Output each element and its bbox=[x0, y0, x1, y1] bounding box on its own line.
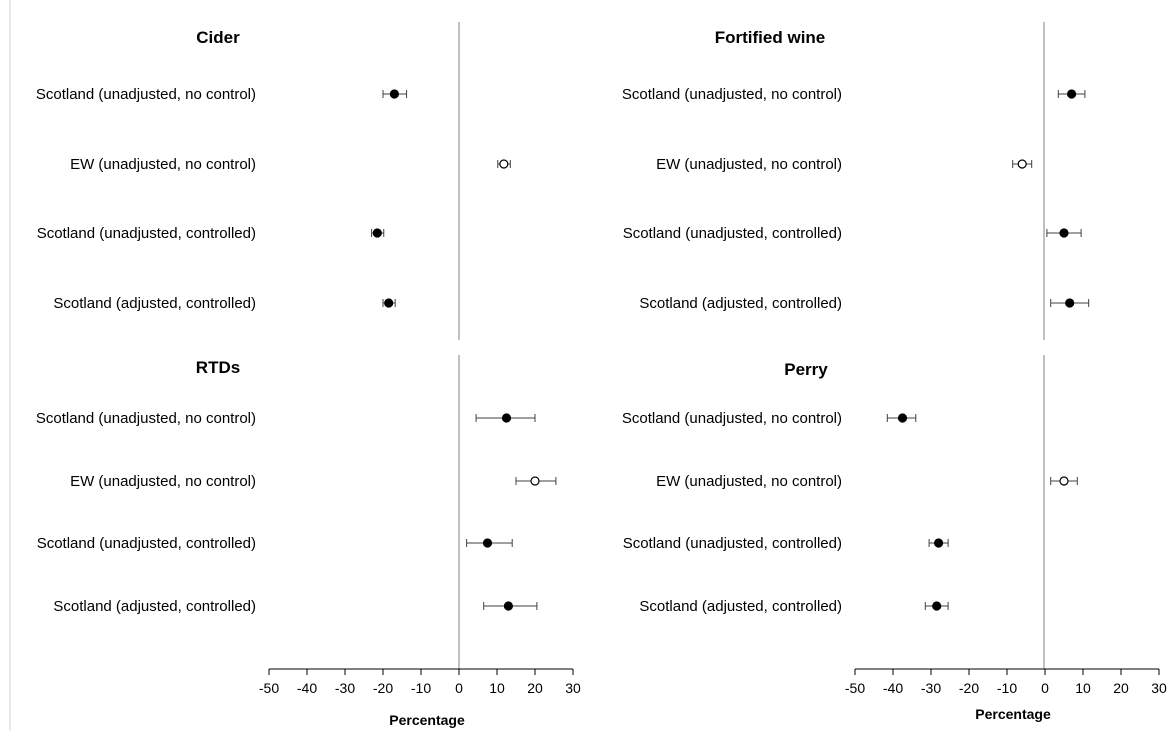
x-tick-label: -20 bbox=[373, 680, 393, 696]
x-tick-label: -50 bbox=[845, 680, 865, 696]
row-label: Scotland (unadjusted, controlled) bbox=[37, 225, 256, 242]
x-tick-label: -20 bbox=[959, 680, 979, 696]
point-estimate-marker bbox=[1066, 89, 1077, 99]
panel-title: Perry bbox=[784, 360, 828, 379]
panel-cider: Cider Scotland (unadjusted, no control) EW… bbox=[36, 22, 511, 340]
point-estimate-marker bbox=[384, 298, 394, 308]
point-estimate-marker bbox=[932, 601, 942, 611]
x-tick-label: -10 bbox=[997, 680, 1017, 696]
point-estimate-marker bbox=[1065, 298, 1075, 308]
point-estimate-marker bbox=[1059, 228, 1069, 238]
point-estimate-marker bbox=[933, 538, 944, 548]
x-tick-label: -50 bbox=[259, 680, 279, 696]
point-estimate-open-marker bbox=[499, 159, 509, 169]
x-tick-label: 10 bbox=[1075, 680, 1091, 696]
x-tick-label: -30 bbox=[335, 680, 355, 696]
point-estimate-open-marker bbox=[530, 476, 540, 486]
x-tick-label: -10 bbox=[411, 680, 431, 696]
x-tick-label: 20 bbox=[1113, 680, 1129, 696]
point-estimate-marker bbox=[897, 413, 908, 423]
point-estimate-marker bbox=[503, 601, 513, 611]
point-estimate-open-marker bbox=[1017, 159, 1027, 169]
point-estimate-marker bbox=[501, 413, 512, 423]
panel-rtds: RTDs Scotland (unadjusted, no control) EW … bbox=[36, 355, 581, 728]
row-label: Scotland (unadjusted, controlled) bbox=[623, 535, 842, 552]
x-tick-label: 0 bbox=[455, 680, 463, 696]
x-tick-label: -30 bbox=[921, 680, 941, 696]
row-label: Scotland (adjusted, controlled) bbox=[639, 295, 842, 312]
row-label: Scotland (adjusted, controlled) bbox=[53, 295, 256, 312]
row-label: Scotland (adjusted, controlled) bbox=[53, 598, 256, 615]
point-estimate-marker bbox=[482, 538, 493, 548]
x-tick-label: 30 bbox=[565, 680, 581, 696]
row-label: EW (unadjusted, no control) bbox=[70, 156, 256, 173]
x-tick-label: 30 bbox=[1151, 680, 1167, 696]
row-label: Scotland (unadjusted, no control) bbox=[36, 86, 256, 103]
panel-perry: Perry Scotland (unadjusted, no control) EW… bbox=[622, 355, 1167, 722]
row-label: Scotland (unadjusted, no control) bbox=[36, 410, 256, 427]
x-axis-label: Percentage bbox=[975, 706, 1051, 722]
row-label: Scotland (unadjusted, controlled) bbox=[37, 535, 256, 552]
panel-title: RTDs bbox=[196, 358, 240, 377]
x-tick-label: -40 bbox=[883, 680, 903, 696]
x-tick-label: 0 bbox=[1041, 680, 1049, 696]
row-label: Scotland (unadjusted, no control) bbox=[622, 410, 842, 427]
panel-fortified-wine: Fortified wine Scotland (unadjusted, no c… bbox=[622, 22, 1090, 340]
x-axis-label: Percentage bbox=[389, 712, 465, 728]
row-label: Scotland (unadjusted, controlled) bbox=[623, 225, 842, 242]
panel-title: Cider bbox=[196, 28, 240, 47]
x-tick-label: 10 bbox=[489, 680, 505, 696]
row-label: EW (unadjusted, no control) bbox=[656, 473, 842, 490]
point-estimate-marker bbox=[389, 89, 399, 99]
row-label: EW (unadjusted, no control) bbox=[656, 156, 842, 173]
row-label: Scotland (adjusted, controlled) bbox=[639, 598, 842, 615]
row-label: EW (unadjusted, no control) bbox=[70, 473, 256, 490]
point-estimate-open-marker bbox=[1059, 476, 1069, 486]
panel-title: Fortified wine bbox=[715, 28, 826, 47]
x-tick-label: 20 bbox=[527, 680, 543, 696]
point-estimate-marker bbox=[372, 228, 382, 238]
x-tick-label: -40 bbox=[297, 680, 317, 696]
row-label: Scotland (unadjusted, no control) bbox=[622, 86, 842, 103]
